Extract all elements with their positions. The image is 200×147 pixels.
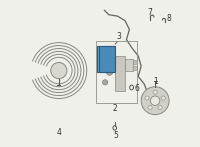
Circle shape xyxy=(141,87,169,115)
Circle shape xyxy=(148,106,152,110)
Text: 1: 1 xyxy=(153,77,158,86)
Text: 2: 2 xyxy=(112,104,117,113)
Text: 7: 7 xyxy=(148,8,152,17)
Text: 8: 8 xyxy=(167,14,172,23)
Circle shape xyxy=(51,62,67,79)
Circle shape xyxy=(102,80,108,85)
Text: 5: 5 xyxy=(113,131,118,140)
Circle shape xyxy=(158,106,162,110)
Circle shape xyxy=(150,96,160,105)
Text: 4: 4 xyxy=(56,128,61,137)
FancyBboxPatch shape xyxy=(99,46,115,72)
Circle shape xyxy=(106,69,113,75)
Bar xyxy=(96,41,137,103)
Circle shape xyxy=(145,96,149,100)
Circle shape xyxy=(153,90,157,94)
FancyBboxPatch shape xyxy=(97,46,113,72)
Circle shape xyxy=(161,96,165,100)
Bar xyxy=(125,59,133,71)
Text: 6: 6 xyxy=(135,84,139,93)
Circle shape xyxy=(133,66,137,71)
Circle shape xyxy=(133,60,137,65)
Circle shape xyxy=(102,59,108,64)
Bar xyxy=(115,56,125,91)
Text: 3: 3 xyxy=(117,32,122,41)
